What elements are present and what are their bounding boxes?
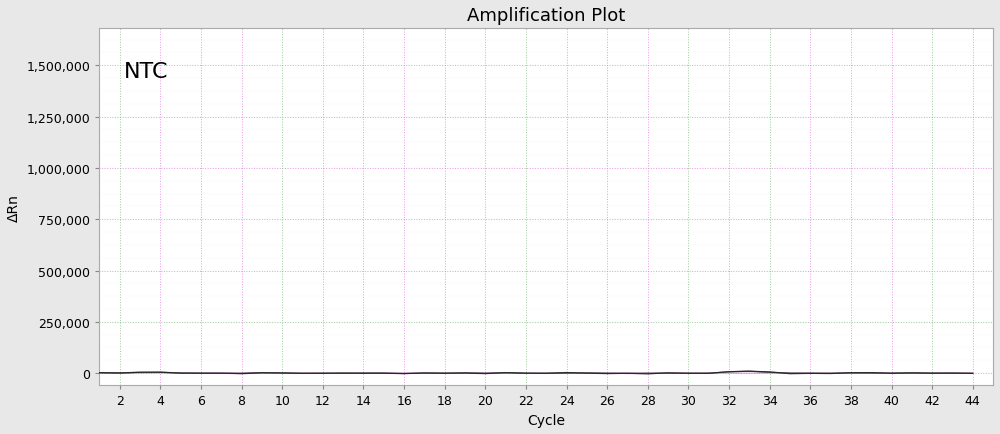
Title: Amplification Plot: Amplification Plot — [467, 7, 625, 25]
X-axis label: Cycle: Cycle — [527, 413, 565, 427]
Y-axis label: ΔRn: ΔRn — [7, 194, 21, 221]
Text: NTC: NTC — [124, 62, 168, 82]
